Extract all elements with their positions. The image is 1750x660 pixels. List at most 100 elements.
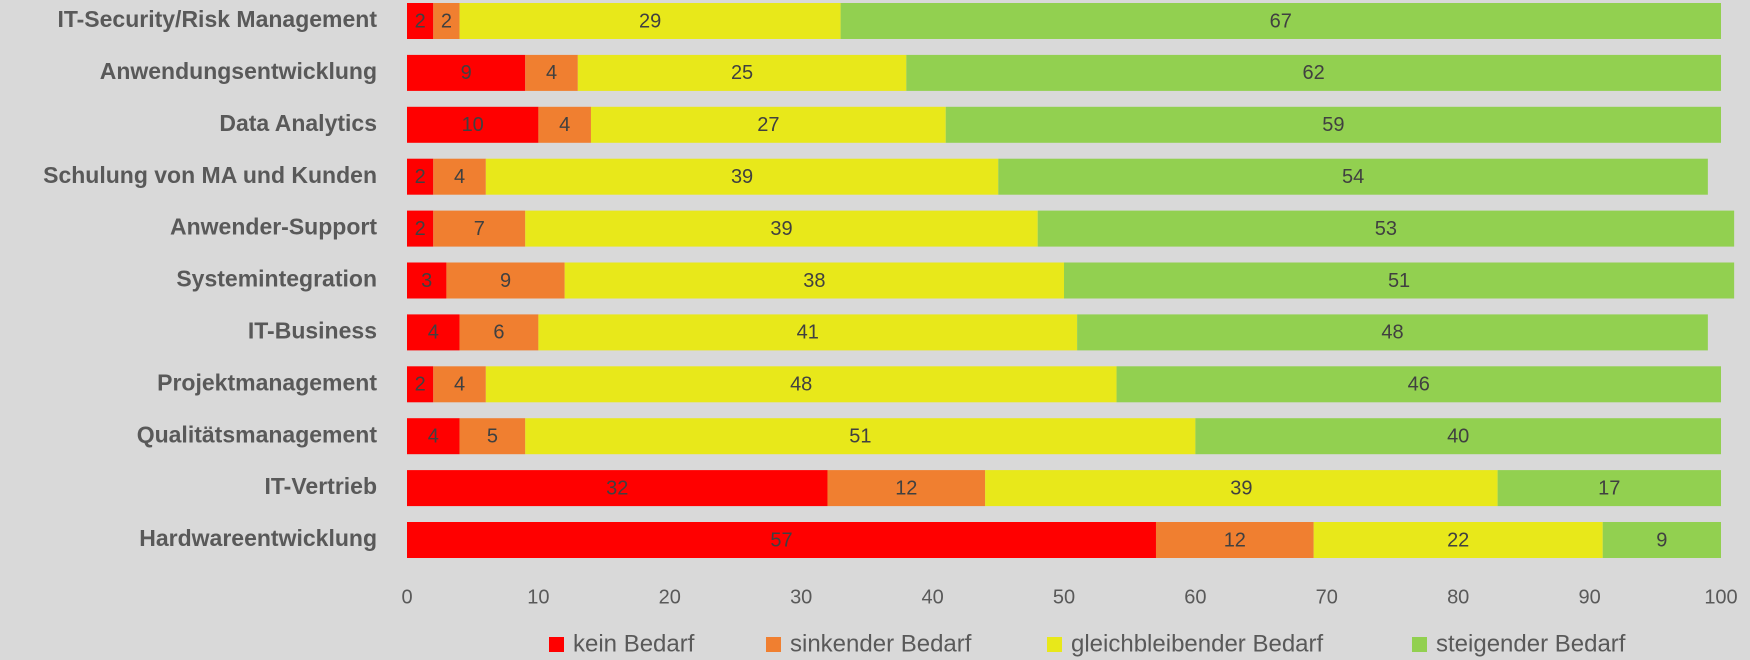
- legend-swatch: [1412, 637, 1427, 652]
- bar-segment: [433, 158, 486, 195]
- category-label: Anwender-Support: [170, 214, 377, 240]
- bar-segment: [407, 522, 1156, 558]
- value-label: 53: [1375, 218, 1397, 240]
- category-label: Schulung von MA und Kunden: [43, 162, 377, 188]
- bar-segment: [538, 314, 1078, 351]
- value-label: 4: [454, 374, 465, 396]
- bar-segment: [525, 418, 1196, 455]
- bar-segment: [945, 106, 1721, 143]
- value-label: 4: [428, 322, 439, 344]
- bar-segment: [525, 210, 1038, 247]
- value-label: 6: [493, 322, 504, 344]
- bar-segment: [446, 262, 565, 299]
- bar-segment: [433, 3, 460, 39]
- value-label: 22: [1447, 529, 1469, 551]
- bar-segment: [407, 418, 460, 455]
- category-label: IT-Business: [248, 317, 377, 343]
- bar-segment: [525, 54, 578, 91]
- value-label: 5: [487, 425, 498, 447]
- bar-segment: [407, 3, 434, 39]
- bar-segment: [1155, 522, 1314, 558]
- bar-segment: [407, 210, 434, 247]
- x-tick-label: 0: [401, 586, 412, 608]
- x-tick-label: 90: [1578, 586, 1600, 608]
- bar-segment: [407, 54, 526, 91]
- category-label: IT-Security/Risk Management: [57, 6, 377, 32]
- value-label: 51: [849, 425, 871, 447]
- value-label: 2: [415, 166, 426, 188]
- x-tick-label: 50: [1053, 586, 1075, 608]
- bar-segment: [998, 158, 1708, 195]
- value-label: 38: [803, 270, 825, 292]
- bar-segment: [1037, 210, 1735, 247]
- value-label: 39: [770, 218, 792, 240]
- value-label: 51: [1388, 270, 1410, 292]
- x-tick-label: 100: [1704, 586, 1737, 608]
- value-label: 48: [790, 374, 812, 396]
- value-label: 57: [770, 529, 792, 551]
- bar-segment: [1064, 262, 1735, 299]
- category-label: Data Analytics: [219, 110, 377, 136]
- value-label: 3: [421, 270, 432, 292]
- bar-segment: [485, 366, 1117, 403]
- bar-segment: [407, 470, 828, 507]
- value-label: 10: [462, 114, 484, 136]
- legend-label: gleichbleibender Bedarf: [1071, 630, 1324, 657]
- value-label: 9: [500, 270, 511, 292]
- x-tick-label: 80: [1447, 586, 1469, 608]
- legend-swatch: [549, 637, 564, 652]
- value-label: 9: [461, 62, 472, 84]
- legend-swatch: [1047, 637, 1062, 652]
- value-label: 40: [1447, 425, 1469, 447]
- bar-segment: [906, 54, 1721, 91]
- x-tick-label: 60: [1184, 586, 1206, 608]
- bar-segment: [433, 366, 486, 403]
- bar-segment: [459, 418, 526, 455]
- value-label: 29: [639, 10, 661, 32]
- bar-segment: [407, 106, 539, 143]
- bar-segment: [433, 210, 526, 247]
- value-label: 4: [546, 62, 557, 84]
- bar-segment: [407, 314, 460, 351]
- value-label: 32: [606, 477, 628, 499]
- category-label: IT-Vertrieb: [265, 473, 377, 499]
- value-label: 54: [1342, 166, 1364, 188]
- bar-segment: [1602, 522, 1721, 558]
- bar-segment: [1313, 522, 1603, 558]
- value-label: 39: [1230, 477, 1252, 499]
- x-tick-label: 20: [659, 586, 681, 608]
- value-label: 2: [415, 10, 426, 32]
- category-label: Hardwareentwicklung: [139, 525, 377, 551]
- x-tick-label: 30: [790, 586, 812, 608]
- x-tick-label: 10: [527, 586, 549, 608]
- bar-segment: [985, 470, 1498, 507]
- legend-label: sinkender Bedarf: [790, 630, 972, 657]
- bar-segment: [577, 54, 907, 91]
- value-label: 4: [428, 425, 439, 447]
- bar-segment: [459, 314, 539, 351]
- value-label: 12: [1224, 529, 1246, 551]
- value-label: 27: [757, 114, 779, 136]
- bar-segment: [840, 3, 1721, 39]
- value-label: 62: [1303, 62, 1325, 84]
- bar-segment: [407, 366, 434, 403]
- value-label: 48: [1381, 322, 1403, 344]
- category-label: Projektmanagement: [157, 369, 377, 395]
- bar-segment: [1497, 470, 1721, 507]
- value-label: 25: [731, 62, 753, 84]
- legend-label: steigender Bedarf: [1436, 630, 1626, 657]
- legend-label: kein Bedarf: [573, 630, 695, 657]
- bar-segment: [538, 106, 591, 143]
- value-label: 41: [797, 322, 819, 344]
- bar-segment: [827, 470, 986, 507]
- category-label: Anwendungsentwicklung: [100, 58, 377, 84]
- bar-segment: [1195, 418, 1721, 455]
- value-label: 2: [415, 374, 426, 396]
- value-label: 7: [474, 218, 485, 240]
- category-label: Systemintegration: [176, 266, 377, 292]
- value-label: 39: [731, 166, 753, 188]
- bar-segment: [1116, 366, 1721, 403]
- value-label: 67: [1270, 10, 1292, 32]
- value-label: 59: [1322, 114, 1344, 136]
